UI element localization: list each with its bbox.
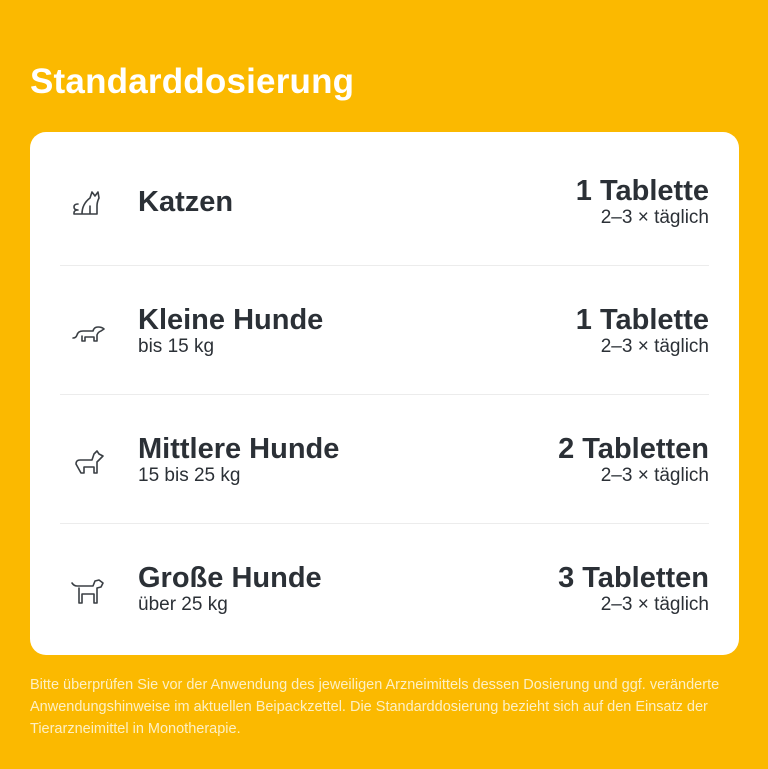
frequency: 2–3 × täglich [600, 593, 709, 615]
frequency: 2–3 × täglich [600, 335, 709, 357]
page-title: Standarddosierung [30, 62, 355, 101]
dosage-card: Katzen 1 Tablette 2–3 × täglich Kleine Hu… [30, 132, 739, 655]
large-dog-icon [71, 578, 104, 604]
animal-name: Mittlere Hunde [138, 432, 340, 465]
frequency: 2–3 × täglich [600, 206, 709, 228]
frequency: 2–3 × täglich [600, 464, 709, 486]
dosage-row-small-dogs: Kleine Hunde bis 15 kg 1 Tablette 2–3 × tä… [60, 265, 709, 395]
weight-range: bis 15 kg [138, 335, 215, 357]
animal-name: Kleine Hunde [138, 303, 324, 336]
animal-name: Katzen [138, 185, 234, 218]
weight-range: 15 bis 25 kg [138, 464, 241, 486]
dose: 3 Tabletten [558, 561, 709, 594]
cat-icon [73, 190, 100, 215]
dosage-row-large-dogs: Große Hunde über 25 kg 3 Tabletten 2–3 × t… [60, 523, 709, 653]
medium-dog-icon [75, 449, 104, 474]
animal-name: Große Hunde [138, 561, 322, 594]
dosage-row-medium-dogs: Mittlere Hunde 15 bis 25 kg 2 Tabletten 2–… [60, 394, 709, 524]
dose: 2 Tabletten [558, 432, 709, 465]
weight-range: über 25 kg [138, 593, 228, 615]
small-dog-icon [72, 325, 105, 342]
dose: 1 Tablette [575, 174, 709, 207]
dose: 1 Tablette [575, 303, 709, 336]
dosage-row-cats: Katzen 1 Tablette 2–3 × täglich [60, 137, 709, 266]
disclaimer-note: Bitte überprüfen Sie vor der Anwendung d… [30, 677, 720, 737]
